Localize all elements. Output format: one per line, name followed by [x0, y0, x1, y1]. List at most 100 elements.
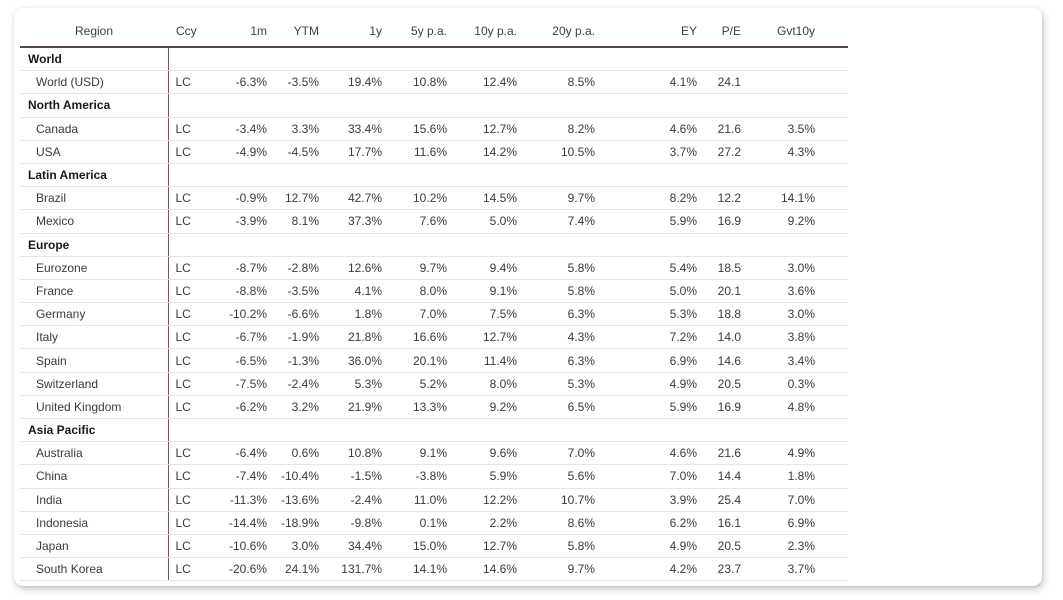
region-cell: Japan	[20, 534, 168, 559]
cell-1m: -6.2%	[218, 395, 270, 420]
cell-ey: 4.2%	[598, 557, 700, 582]
column-header-ytm[interactable]: YTM	[270, 16, 322, 48]
cell-5y-p-a: 15.6%	[385, 117, 450, 141]
table-body: World World (USD) LC -6.3% -3.5% 19.4% 10.8% 12…	[20, 47, 848, 582]
cell-ey: 5.9%	[598, 209, 700, 234]
cell-1y: 17.7%	[322, 140, 385, 164]
cell-5y-p-a: 0.1%	[385, 511, 450, 535]
cell-ytm: 12.7%	[270, 186, 322, 211]
cell-ytm: 3.0%	[270, 534, 322, 559]
cell-ey: 3.9%	[598, 488, 700, 512]
region-cell: World (USD)	[20, 70, 168, 95]
group-row-spacer	[167, 163, 848, 188]
cell-ccy: LC	[167, 140, 218, 164]
cell-p-e: 24.1	[700, 70, 744, 95]
cell-ccy: LC	[167, 186, 218, 211]
cell-ytm: -1.9%	[270, 325, 322, 350]
regional-markets-table: Region Ccy 1m YTM 1y 5y p.a. 10y p.a. 20y p.a. E…	[20, 16, 848, 582]
cell-ytm: 3.3%	[270, 117, 322, 141]
cell-gvt10y: 3.6%	[744, 279, 818, 304]
cell-5y-p-a: 9.1%	[385, 441, 450, 466]
table-row-china: China LC -7.4% -10.4% -1.5% -3.8% 5.9% 5.6% 7.0%…	[20, 464, 848, 489]
cell-gvt10y: 3.8%	[744, 325, 818, 350]
column-header-region[interactable]: Region	[20, 16, 168, 48]
cell-p-e: 23.7	[700, 557, 744, 582]
cell-ey: 4.6%	[598, 117, 700, 141]
cell-20y-p-a: 9.7%	[520, 557, 598, 582]
region-cell: Australia	[20, 441, 168, 466]
cell-ey: 4.9%	[598, 534, 700, 559]
cell-ccy: LC	[167, 395, 218, 420]
column-header-10y-p-a[interactable]: 10y p.a.	[450, 16, 520, 48]
cell-gvt10y: 3.7%	[744, 557, 818, 582]
cell-1m: -3.4%	[218, 117, 270, 141]
cell-20y-p-a: 10.5%	[520, 140, 598, 164]
region-cell: India	[20, 488, 168, 512]
cell-5y-p-a: 7.0%	[385, 302, 450, 327]
cell-1y: 12.6%	[322, 256, 385, 280]
cell-10y-p-a: 5.9%	[450, 464, 520, 489]
column-header-20y-p-a[interactable]: 20y p.a.	[520, 16, 598, 48]
cell-ccy: LC	[167, 534, 218, 559]
group-row-spacer	[167, 93, 848, 118]
cell-gvt10y: 14.1%	[744, 186, 818, 211]
cell-ccy: LC	[167, 511, 218, 535]
cell-ey: 4.9%	[598, 372, 700, 396]
column-header-gvt10y[interactable]: Gvt10y	[744, 16, 818, 48]
cell-20y-p-a: 5.8%	[520, 279, 598, 304]
cell-ey: 6.2%	[598, 511, 700, 535]
row-filler	[818, 186, 848, 211]
cell-20y-p-a: 4.3%	[520, 325, 598, 350]
cell-ccy: LC	[167, 70, 218, 95]
cell-1y: 36.0%	[322, 348, 385, 373]
column-header-p-e[interactable]: P/E	[700, 16, 744, 48]
cell-gvt10y: 3.0%	[744, 256, 818, 280]
table-row-brazil: Brazil LC -0.9% 12.7% 42.7% 10.2% 14.5% 9.7% 8.2…	[20, 186, 848, 211]
cell-20y-p-a: 5.8%	[520, 256, 598, 280]
column-header-ccy[interactable]: Ccy	[168, 16, 218, 48]
cell-ytm: -13.6%	[270, 488, 322, 512]
group-row-north-america: North America	[20, 93, 848, 118]
row-filler	[818, 511, 848, 535]
table-row-france: France LC -8.8% -3.5% 4.1% 8.0% 9.1% 5.8% 5.0% 20…	[20, 279, 848, 304]
cell-1m: -10.2%	[218, 302, 270, 327]
region-cell: Italy	[20, 325, 168, 350]
cell-ytm: -2.4%	[270, 372, 322, 396]
cell-gvt10y: 4.9%	[744, 441, 818, 466]
table-row-eurozone: Eurozone LC -8.7% -2.8% 12.6% 9.7% 9.4% 5.8% 5.4…	[20, 256, 848, 280]
cell-ytm: 3.2%	[270, 395, 322, 420]
table-row-italy: Italy LC -6.7% -1.9% 21.8% 16.6% 12.7% 4.3% 7.2%…	[20, 325, 848, 350]
cell-20y-p-a: 8.2%	[520, 117, 598, 141]
cell-10y-p-a: 9.6%	[450, 441, 520, 466]
cell-p-e: 14.6	[700, 348, 744, 373]
row-filler	[818, 140, 848, 164]
region-cell: France	[20, 279, 168, 304]
row-filler	[818, 209, 848, 234]
cell-5y-p-a: 5.2%	[385, 372, 450, 396]
cell-1y: 5.3%	[322, 372, 385, 396]
cell-ccy: LC	[167, 557, 218, 582]
cell-1m: -4.9%	[218, 140, 270, 164]
column-header-5y-p-a[interactable]: 5y p.a.	[385, 16, 450, 48]
region-cell: Germany	[20, 302, 168, 327]
cell-20y-p-a: 6.3%	[520, 348, 598, 373]
cell-10y-p-a: 9.2%	[450, 395, 520, 420]
cell-5y-p-a: 11.6%	[385, 140, 450, 164]
column-header-ey[interactable]: EY	[598, 16, 700, 48]
cell-20y-p-a: 6.3%	[520, 302, 598, 327]
cell-1m: -8.8%	[218, 279, 270, 304]
cell-10y-p-a: 5.0%	[450, 209, 520, 234]
cell-ey: 6.9%	[598, 348, 700, 373]
cell-p-e: 16.1	[700, 511, 744, 535]
cell-ccy: LC	[167, 302, 218, 327]
column-header-1y[interactable]: 1y	[322, 16, 385, 48]
group-label: Latin America	[20, 163, 168, 188]
cell-ytm: -6.6%	[270, 302, 322, 327]
column-header-1m[interactable]: 1m	[218, 16, 270, 48]
cell-p-e: 27.2	[700, 140, 744, 164]
cell-ccy: LC	[167, 348, 218, 373]
row-filler	[818, 325, 848, 350]
cell-ey: 4.6%	[598, 441, 700, 466]
cell-1y: 10.8%	[322, 441, 385, 466]
cell-p-e: 16.9	[700, 209, 744, 234]
